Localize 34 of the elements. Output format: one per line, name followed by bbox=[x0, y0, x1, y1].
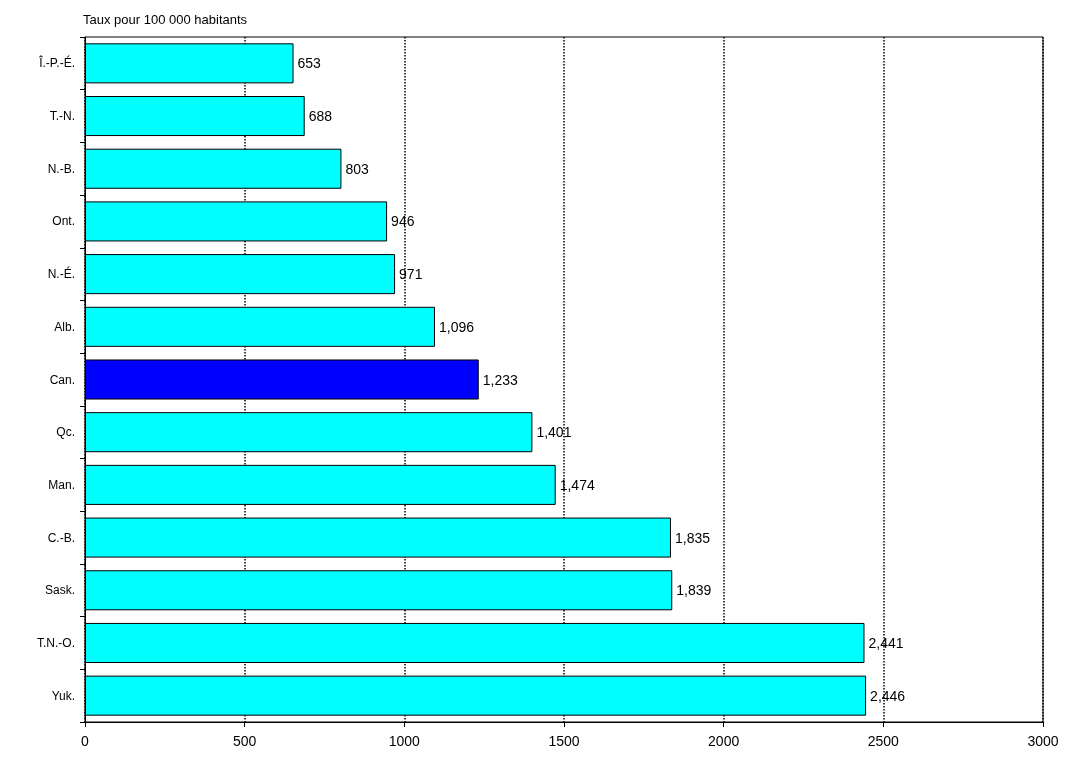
y-tick-label: T.-N. bbox=[49, 109, 75, 124]
y-tick-label: Can. bbox=[49, 372, 75, 387]
y-tick-label: C.-B. bbox=[47, 530, 75, 545]
x-tick-label: 1000 bbox=[388, 733, 421, 749]
x-tick-label: 1500 bbox=[548, 733, 580, 749]
data-label: 688 bbox=[308, 108, 333, 125]
data-label: 1,401 bbox=[536, 424, 572, 441]
data-label: 2,441 bbox=[868, 634, 904, 651]
y-tick-label: Man. bbox=[48, 477, 75, 492]
x-tick-label: 500 bbox=[232, 733, 257, 749]
x-tick-label: 2500 bbox=[867, 733, 900, 749]
y-tick-label: Î.-P.-É. bbox=[38, 55, 75, 71]
data-label: 1,835 bbox=[674, 529, 711, 546]
y-tick-label: Yuk. bbox=[51, 688, 75, 703]
data-label: 971 bbox=[399, 266, 423, 283]
data-label: 1,474 bbox=[559, 476, 595, 493]
data-label: 946 bbox=[391, 213, 415, 230]
data-label: 2,446 bbox=[870, 687, 906, 704]
x-tick-label: 3000 bbox=[1027, 733, 1059, 749]
y-tick-label: Sask. bbox=[44, 583, 75, 598]
data-label: 653 bbox=[297, 55, 322, 72]
y-tick-label: Alb. bbox=[54, 319, 75, 334]
x-tick-label: 0 bbox=[81, 733, 90, 749]
y-tick-label: Ont. bbox=[52, 214, 75, 229]
x-tick-label: 2000 bbox=[708, 733, 740, 749]
data-label: 1,233 bbox=[482, 371, 518, 388]
y-tick-label: Qc. bbox=[56, 425, 75, 440]
data-label: 1,839 bbox=[676, 582, 712, 599]
y-tick-label: T.N.-O. bbox=[37, 635, 75, 650]
data-label: 803 bbox=[345, 160, 369, 177]
chart-title: Taux pour 100 000 habitants bbox=[83, 12, 248, 27]
data-label: 1,096 bbox=[438, 318, 475, 335]
y-tick-label: N.-É. bbox=[47, 266, 75, 282]
y-tick-label: N.-B. bbox=[47, 161, 75, 176]
